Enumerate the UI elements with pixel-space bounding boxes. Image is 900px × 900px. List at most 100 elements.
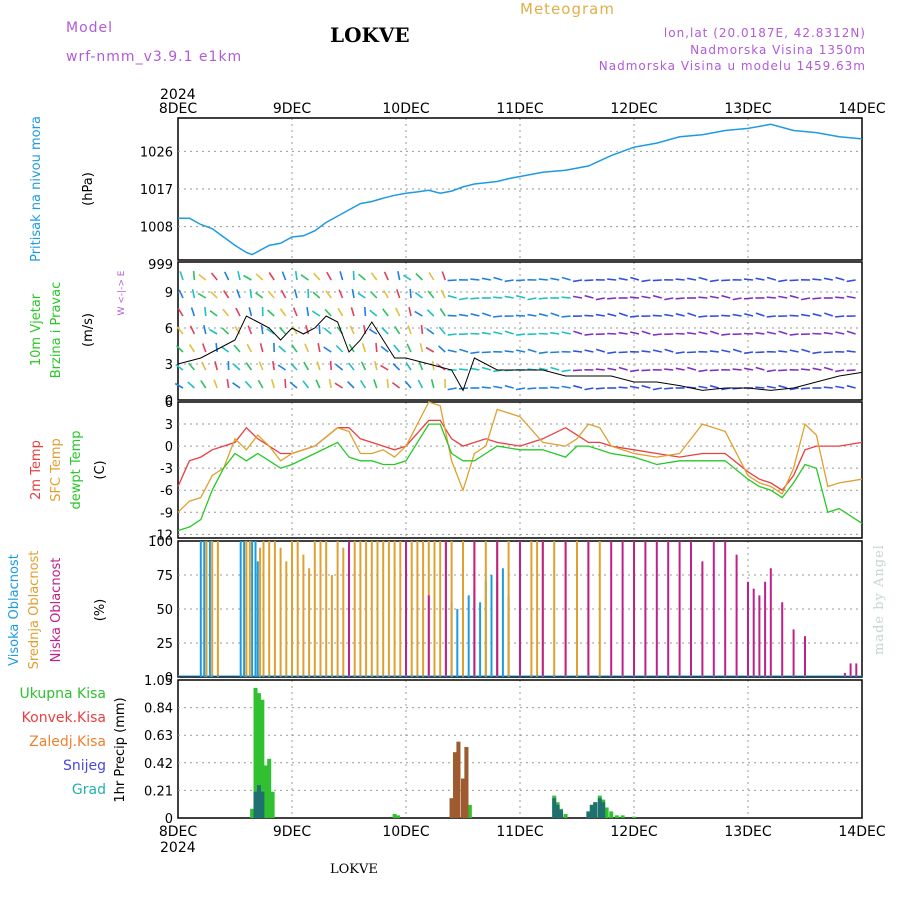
y-tick: 3: [165, 358, 173, 373]
precip-bar: [453, 752, 458, 818]
wind-arrow: [214, 361, 218, 371]
wind-arrow: [304, 343, 310, 353]
wind-arrow: [291, 344, 298, 353]
wind-arrow: [698, 369, 708, 373]
wind-arrow: [458, 313, 469, 317]
wind-arrow: [652, 314, 662, 317]
wind-arrow: [641, 295, 651, 299]
wind-arrow: [721, 349, 731, 353]
wind-arrow: [175, 345, 184, 353]
wind-arrow: [289, 381, 298, 389]
wind-arrow: [709, 369, 719, 372]
precip-bar: [456, 741, 461, 818]
wind-arrow: [743, 297, 754, 300]
wind-arrow: [732, 297, 742, 301]
wind-arrow: [766, 296, 776, 299]
precip-bar: [593, 802, 598, 819]
wind-arrow: [470, 332, 480, 335]
wind-arrow: [584, 387, 594, 391]
x-tick-bottom: 10DEC: [382, 824, 429, 840]
wind-arrow: [233, 344, 241, 353]
temp-line-1: [177, 401, 863, 513]
y-tick: 0: [165, 440, 173, 455]
wind-arrow: [188, 344, 196, 353]
wind-arrow: [312, 291, 321, 299]
precip-bar: [250, 808, 255, 818]
precip-bar: [270, 791, 275, 819]
wind-arrow: [357, 273, 366, 281]
wind-arrow: [835, 385, 845, 389]
wind-arrow: [721, 294, 731, 299]
precip-bar: [597, 798, 602, 818]
wind-arrow: [447, 333, 457, 336]
wind-arrow: [395, 307, 401, 317]
wind-arrow: [538, 332, 548, 335]
wind-arrow: [561, 369, 571, 373]
wind-arrow: [392, 363, 401, 371]
y-tick: 0.84: [144, 702, 173, 717]
wind-arrow: [248, 307, 253, 317]
wind-arrow: [504, 384, 514, 389]
wind-arrow: [203, 325, 207, 335]
wind-arrow: [618, 312, 628, 317]
wind-arrow: [584, 294, 594, 299]
wind-arrow: [584, 333, 594, 336]
wind-arrow: [368, 328, 378, 335]
wind-arrow: [278, 345, 287, 353]
wind-arrow: [209, 309, 218, 317]
wind-arrow: [493, 385, 503, 389]
wind-arrow: [721, 314, 731, 317]
wind-arrow: [221, 327, 230, 335]
wind-arrow: [823, 366, 834, 371]
cloud-axis-title-high: Visoka Oblacnost: [7, 554, 22, 666]
wind-arrow: [709, 350, 719, 353]
wind-arrow: [177, 307, 184, 317]
wind-arrow: [584, 279, 594, 282]
y-tick: 0: [165, 394, 173, 409]
y-tick: 3: [165, 418, 173, 433]
wind-arrow: [357, 292, 366, 299]
wind-arrow: [538, 278, 548, 281]
wind-arrow: [272, 360, 275, 371]
wind-arrow: [255, 273, 264, 281]
wind-arrow: [629, 385, 640, 389]
wind-arrow: [789, 314, 799, 317]
wind-arrow: [618, 331, 628, 335]
wind-arrow: [721, 279, 731, 282]
wind-arrow: [246, 343, 253, 353]
y-tick: 100: [148, 535, 173, 550]
wind-arrow: [426, 327, 435, 335]
wind-arrow: [306, 306, 310, 317]
wind-arrow: [200, 380, 207, 389]
wind-arrow: [755, 331, 765, 335]
y-tick: 0.63: [144, 729, 173, 744]
wind-arrow: [192, 270, 196, 281]
wind-arrow: [755, 386, 765, 389]
precip-bar: [464, 747, 469, 819]
wind-arrow: [335, 344, 344, 353]
precip-bar: [467, 804, 472, 818]
wind-arrow: [352, 270, 355, 281]
precip-bar: [555, 804, 560, 818]
wind-arrow: [664, 313, 674, 317]
wind-arrow: [187, 362, 196, 371]
wind-arrow: [418, 361, 424, 371]
wind-arrow: [407, 325, 412, 335]
footer-station: LOKVE: [330, 862, 378, 877]
precip-bar: [263, 765, 268, 819]
y-tick: 75: [156, 569, 173, 584]
wind-arrow: [607, 313, 617, 317]
wind-arrow: [481, 277, 491, 281]
x-tick-top: 10DEC: [382, 101, 429, 117]
precip-bar: [604, 807, 609, 818]
wind-arrow: [686, 351, 697, 354]
wind-arrow: [232, 382, 241, 389]
y-tick: 1008: [140, 221, 173, 236]
wind-arrow: [675, 351, 685, 355]
wind-arrow: [721, 333, 731, 336]
wind-arrow: [419, 343, 424, 353]
wind-arrow: [835, 276, 845, 281]
wind-arrow: [386, 378, 389, 389]
cloud-axis-unit: (%): [93, 599, 108, 622]
wind-arrow: [687, 312, 697, 317]
